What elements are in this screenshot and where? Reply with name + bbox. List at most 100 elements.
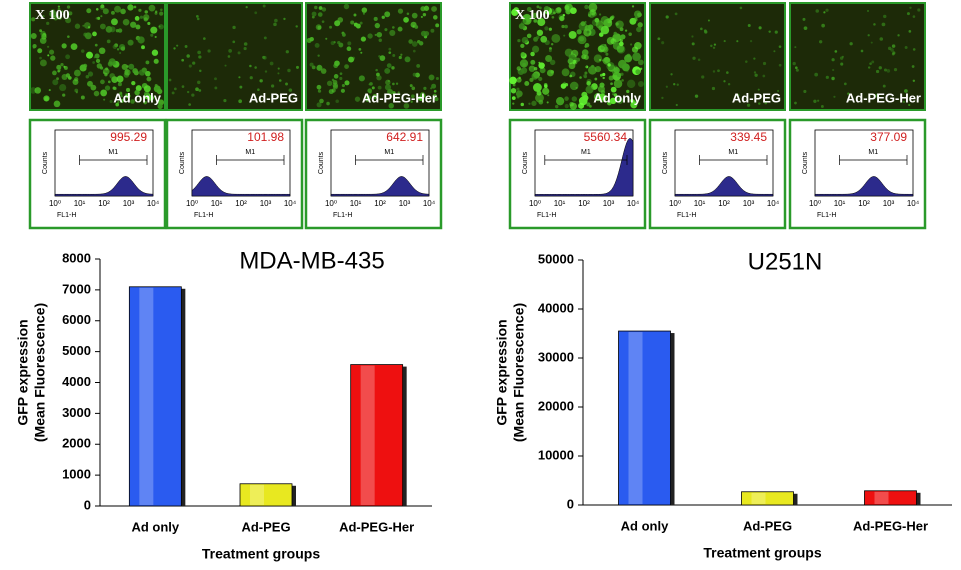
cell: [411, 12, 418, 19]
cell: [121, 63, 128, 71]
cell: [141, 45, 145, 50]
cell: [392, 53, 396, 57]
cell: [376, 75, 382, 81]
cell: [585, 85, 594, 94]
cell: [564, 48, 573, 57]
cell: [145, 70, 151, 77]
cell: [150, 26, 158, 34]
cell: [237, 51, 241, 55]
cell: [665, 15, 669, 19]
cell: [99, 23, 106, 30]
cell: [369, 82, 373, 86]
cell: [555, 104, 559, 109]
cell: [821, 23, 825, 28]
micrograph: [649, 2, 786, 111]
cell: [814, 72, 819, 77]
cell: [139, 15, 144, 19]
cell: [367, 33, 373, 39]
cell: [906, 12, 910, 16]
cell: [577, 35, 587, 45]
histogram-tick-label: 10¹: [350, 199, 362, 208]
image-label: Ad only: [593, 90, 641, 105]
cell: [604, 44, 607, 47]
cell: [433, 89, 437, 93]
cell: [624, 29, 628, 32]
cell: [834, 50, 838, 53]
cell: [832, 68, 835, 72]
cell: [34, 87, 42, 94]
cell: [158, 25, 161, 28]
cell: [100, 15, 103, 18]
cell: [561, 68, 570, 77]
cell: [612, 93, 615, 96]
cell: [556, 7, 562, 13]
cell: [703, 29, 707, 33]
cell: [560, 83, 567, 89]
histogram-curve: [191, 176, 291, 197]
histogram-tick-label: 10⁰: [529, 199, 541, 208]
cell: [339, 76, 343, 81]
y-tick-label: 7000: [62, 281, 91, 296]
cell: [334, 60, 340, 67]
cell: [82, 24, 85, 27]
cell: [636, 26, 642, 33]
cell: [409, 84, 413, 88]
cell: [400, 53, 403, 56]
cell: [870, 41, 873, 44]
cell: [274, 18, 278, 23]
cell: [376, 31, 383, 38]
cell: [578, 102, 585, 109]
cell: [104, 85, 111, 91]
cell: [271, 84, 275, 88]
cell: [820, 105, 824, 108]
cell: [117, 82, 122, 87]
cell: [609, 97, 617, 105]
cell: [37, 48, 43, 54]
cell: [778, 45, 782, 48]
cell: [537, 18, 546, 27]
cell: [849, 42, 853, 46]
y-tick-label: 10000: [538, 447, 574, 462]
cell: [314, 42, 320, 48]
cell: [98, 47, 106, 55]
cell: [106, 39, 111, 44]
cell: [606, 61, 615, 71]
cell: [132, 68, 138, 74]
cell: [823, 11, 826, 14]
cell: [171, 91, 175, 95]
bar: [864, 490, 917, 506]
histogram-tick-label: 10³: [883, 199, 895, 208]
histogram-tick-label: 10⁴: [284, 199, 297, 208]
cell: [403, 17, 409, 23]
cell: [866, 9, 870, 12]
cell: [697, 58, 701, 61]
cell: [344, 80, 350, 86]
histogram-tick-label: 10⁴: [767, 199, 780, 208]
cell: [49, 49, 55, 55]
cell: [553, 11, 556, 15]
bar: [128, 286, 182, 507]
cell: [326, 80, 333, 86]
cell: [764, 101, 768, 105]
cell: [84, 68, 87, 71]
cell: [602, 72, 606, 77]
cell: [392, 26, 395, 29]
cell: [173, 47, 176, 50]
cell: [344, 64, 349, 70]
cell: [630, 101, 638, 109]
cell: [516, 66, 521, 71]
cell: [657, 37, 661, 41]
cell: [145, 60, 150, 65]
cell: [375, 68, 378, 72]
image-label: Ad-PEG-Her: [846, 90, 921, 105]
cell: [73, 69, 81, 77]
cell: [608, 75, 614, 81]
histogram-ylabel: Counts: [318, 151, 325, 174]
cell: [376, 72, 380, 77]
cell: [588, 2, 598, 12]
cell: [727, 82, 731, 86]
cell: [340, 88, 345, 93]
cell: [411, 41, 418, 47]
y-tick-label: 20000: [538, 398, 574, 413]
cell: [843, 82, 847, 86]
